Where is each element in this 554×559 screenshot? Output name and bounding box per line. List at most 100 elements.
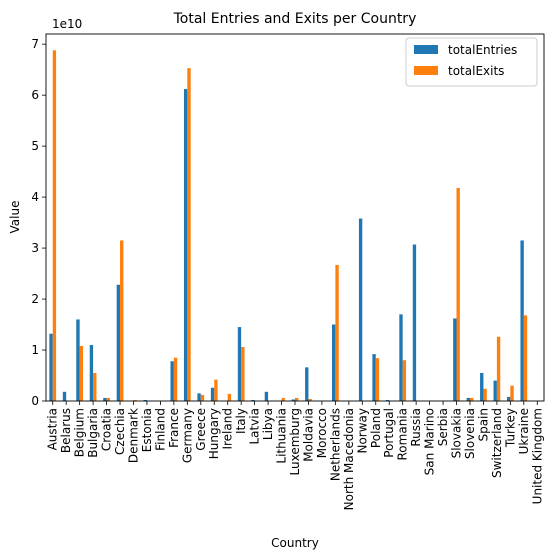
x-tick-label-hungary: Hungary xyxy=(207,408,221,459)
x-tick-label-belarus: Belarus xyxy=(59,408,73,453)
bar-totalexits-luxemburg xyxy=(295,397,299,401)
y-tick-label: 1 xyxy=(31,343,39,357)
y-tick-label: 5 xyxy=(31,139,39,153)
x-tick-label-slovenia: Slovenia xyxy=(463,408,477,459)
bar-totalentries-slovenia xyxy=(466,397,470,401)
bar-totalexits-lithuania xyxy=(281,397,285,401)
legend-frame xyxy=(405,37,538,87)
x-axis-label: Country xyxy=(271,536,319,550)
bar-totalexits-slovakia xyxy=(456,187,460,401)
x-tick-label-poland: Poland xyxy=(369,408,383,448)
x-tick-label-finland: Finland xyxy=(153,408,167,451)
x-tick-label-spain: Spain xyxy=(476,408,490,442)
bar-totalexits-slovenia xyxy=(469,397,474,401)
x-tick-label-greece: Greece xyxy=(194,408,208,451)
x-axis-ticks: Austria Belarus Belgium Bulgaria Croatia Czec… xyxy=(46,401,544,510)
bar-totalentries-spain xyxy=(480,372,484,401)
bar-totalentries-turkey xyxy=(506,396,511,401)
plot-frame xyxy=(45,33,545,402)
bar-totalexits-denmark xyxy=(133,399,137,401)
x-tick-label-north-macedonia: North Macedonia xyxy=(342,408,356,510)
bar-totalentries-greece xyxy=(197,393,201,401)
legend-swatch-totalexits xyxy=(414,66,438,75)
bar-totalentries-bulgaria xyxy=(89,344,94,401)
bar-totalentries-romania xyxy=(399,314,403,401)
x-tick-label-serbia: Serbia xyxy=(436,408,450,446)
x-tick-label-netherlands: Netherlands xyxy=(328,408,342,481)
legend-label-totalentries: totalEntries xyxy=(448,43,517,57)
y-offset-text: 1e10 xyxy=(52,17,82,31)
x-tick-label-russia: Russia xyxy=(409,408,423,447)
x-tick-label-libya: Libya xyxy=(261,408,275,440)
legend: totalEntries totalExits xyxy=(405,37,538,87)
bar-totalentries-belarus xyxy=(62,391,67,401)
bar-totalexits-poland xyxy=(375,358,380,401)
bar-totalentries-germany xyxy=(183,89,188,402)
bar-totalentries-norway xyxy=(358,218,363,401)
bar-totalexits-moldavia xyxy=(308,398,312,401)
bar-totalentries-portugal xyxy=(385,399,390,401)
x-tick-label-bulgaria: Bulgaria xyxy=(86,408,100,458)
bar-totalexits-ukraine xyxy=(523,315,528,401)
bar-totalexits-hungary xyxy=(214,379,218,401)
bar-totalentries-slovakia xyxy=(453,318,457,401)
x-tick-label-san-marino: San Marino xyxy=(423,408,437,475)
x-tick-label-denmark: Denmark xyxy=(126,408,140,463)
bar-totalexits-greece xyxy=(200,394,205,401)
bar-totalentries-luxemburg xyxy=(291,399,295,401)
bar-totalentries-italy xyxy=(237,327,242,401)
x-tick-label-norway: Norway xyxy=(355,408,369,454)
legend-swatch-totalentries xyxy=(414,45,438,54)
bar-totalentries-belgium xyxy=(76,319,80,401)
x-tick-label-lithuania: Lithuania xyxy=(275,408,289,464)
x-tick-label-ukraine: Ukraine xyxy=(517,408,531,454)
y-axis-label: Value xyxy=(8,201,22,234)
bar-totalexits-croatia xyxy=(106,397,110,401)
x-tick-label-austria: Austria xyxy=(46,408,60,450)
bar-totalentries-czechia xyxy=(116,284,121,401)
x-tick-label-france: France xyxy=(167,408,181,448)
x-tick-label-czechia: Czechia xyxy=(113,408,127,455)
x-tick-label-estonia: Estonia xyxy=(140,408,154,452)
x-tick-label-ireland: Ireland xyxy=(221,408,235,450)
bar-totalexits-turkey xyxy=(510,385,514,401)
y-tick-label: 2 xyxy=(31,292,39,306)
chart-title: Total Entries and Exits per Country xyxy=(173,11,417,27)
y-tick-label: 0 xyxy=(31,394,39,408)
bar-totalexits-netherlands xyxy=(335,264,339,401)
bar-totalexits-germany xyxy=(187,68,191,402)
bar-totalexits-belgium xyxy=(79,345,84,401)
x-tick-label-belgium: Belgium xyxy=(73,408,87,457)
bar-totalexits-france xyxy=(173,357,178,401)
bar-totalentries-croatia xyxy=(103,397,107,401)
x-tick-label-united-kingdom: United Kingdom xyxy=(530,408,544,504)
y-tick-label: 3 xyxy=(31,241,39,255)
bar-totalentries-france xyxy=(170,361,174,401)
x-tick-label-italy: Italy xyxy=(234,408,248,434)
x-tick-label-switzerland: Switzerland xyxy=(490,408,504,478)
bar-totalexits-romania xyxy=(402,360,407,401)
bar-totalentries-estonia xyxy=(143,399,147,401)
x-tick-label-latvia: Latvia xyxy=(248,408,262,445)
bar-totalentries-poland xyxy=(372,354,376,401)
x-tick-label-portugal: Portugal xyxy=(382,408,396,458)
bar-totalentries-hungary xyxy=(210,387,215,401)
bars-group xyxy=(49,50,528,402)
x-tick-label-moldavia: Moldavia xyxy=(301,408,315,462)
bar-totalentries-russia xyxy=(412,244,417,401)
bar-totalentries-libya xyxy=(264,391,269,401)
x-tick-label-luxemburg: Luxemburg xyxy=(288,408,302,475)
bar-totalexits-italy xyxy=(241,346,245,401)
bar-totalentries-latvia xyxy=(251,399,255,401)
x-tick-label-turkey: Turkey xyxy=(503,408,517,448)
bar-totalentries-moldavia xyxy=(305,367,309,401)
x-tick-label-romania: Romania xyxy=(396,408,410,460)
x-tick-label-germany: Germany xyxy=(180,408,194,463)
y-tick-label: 7 xyxy=(31,37,39,51)
legend-label-totalexits: totalExits xyxy=(448,64,504,78)
bar-totalexits-czechia xyxy=(120,240,124,401)
x-tick-label-croatia: Croatia xyxy=(100,408,114,451)
bar-totalexits-spain xyxy=(483,388,487,401)
y-axis-ticks: 0 1 2 3 4 5 6 7 xyxy=(31,37,46,408)
